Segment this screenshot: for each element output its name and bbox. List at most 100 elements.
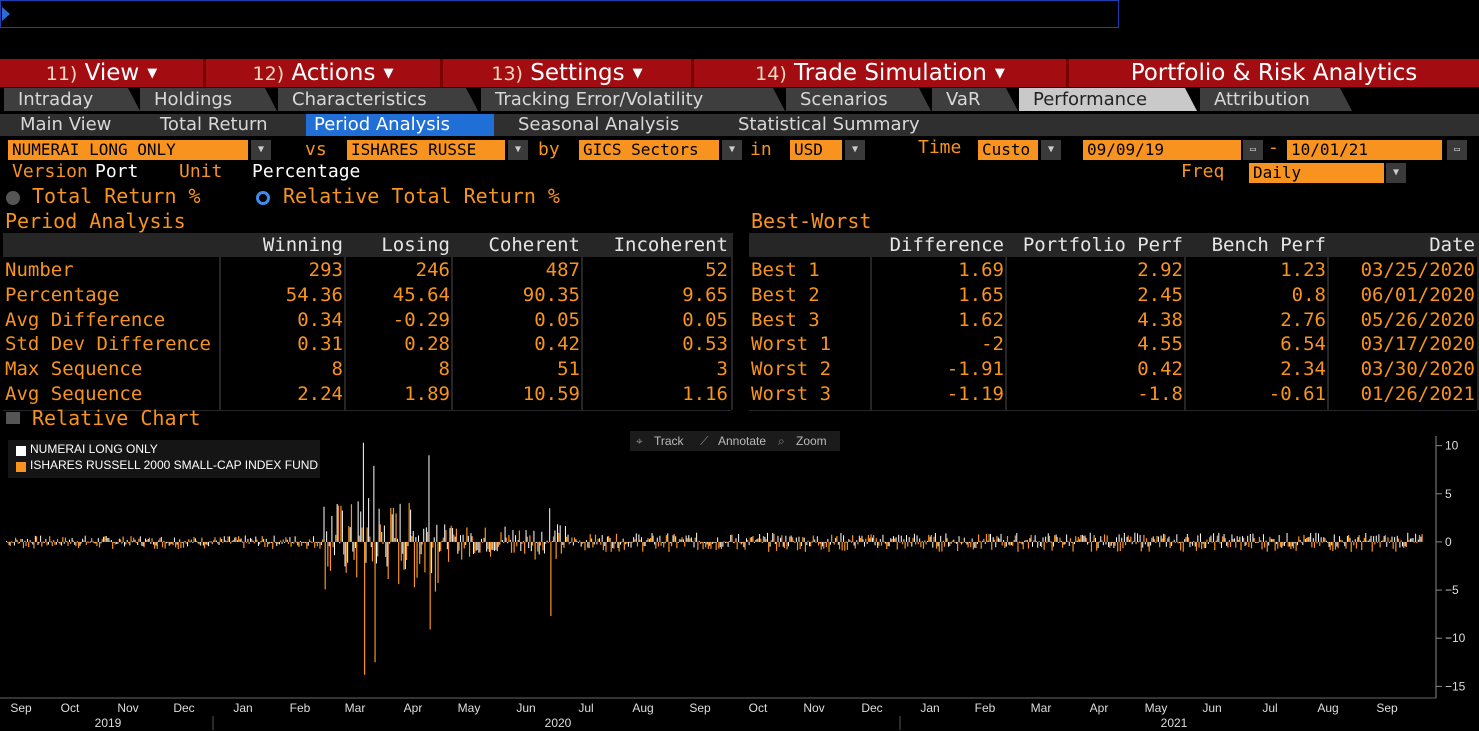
radio-total-return[interactable] [6,191,20,205]
bar-portfolio [16,540,17,542]
bar-portfolio [1205,542,1206,548]
tab-scenarios[interactable]: Scenarios [786,88,931,111]
bar-portfolio [596,542,597,544]
bar-portfolio [1087,542,1088,545]
start-date-field[interactable]: 09/09/19 [1083,140,1241,160]
bar-benchmark [779,542,780,547]
bar-benchmark [1314,542,1315,548]
bar-benchmark [674,534,675,542]
currency-select[interactable]: USD [790,140,842,160]
bar-benchmark [403,542,404,570]
menu-actions[interactable]: 12) Actions ▼ [206,59,440,87]
chart-tool-zoom[interactable]: Zoom [796,434,827,448]
bar-portfolio [358,501,359,542]
chevron-down-icon[interactable]: ▼ [1041,140,1061,160]
bar-benchmark [550,542,551,616]
bar-portfolio [510,540,511,542]
grouping-select[interactable]: GICS Sectors [579,140,719,160]
command-line[interactable] [0,0,1119,28]
bar-portfolio [1121,538,1122,542]
bar-portfolio [22,539,23,542]
tab-var[interactable]: VaR [932,88,1018,111]
pencil-icon[interactable]: ⟋ [700,434,708,449]
subtab-main-view[interactable]: Main View [12,114,144,136]
bar-portfolio [520,542,521,551]
bar-portfolio [1260,540,1261,542]
bar-portfolio [216,540,217,541]
time-mode-select[interactable]: Custo [978,140,1038,160]
radio-relative-return-label[interactable]: Relative Total Return % [283,186,560,206]
menu-settings[interactable]: 13) Settings ▼ [443,59,691,87]
unit-value[interactable]: Percentage [252,162,360,182]
chevron-down-icon[interactable]: ▼ [1386,163,1406,183]
collapse-icon[interactable] [6,412,20,424]
bar-benchmark [1107,535,1108,542]
calendar-icon[interactable]: ▭ [1447,140,1467,160]
bar-portfolio [79,542,80,546]
chevron-down-icon[interactable]: ▼ [508,140,528,160]
portfolio-select[interactable]: NUMERAI LONG ONLY [8,140,248,160]
bar-benchmark [78,542,79,548]
bar-portfolio [798,537,799,542]
freq-label: Freq [1181,162,1224,182]
bar-benchmark [540,542,541,546]
bar-portfolio [817,536,818,542]
bar-portfolio [785,536,786,542]
version-value[interactable]: Port [95,162,138,182]
tab-performance[interactable]: Performance [1019,88,1197,111]
freq-select[interactable]: Daily [1249,163,1384,183]
bar-benchmark [878,542,879,546]
bar-portfolio [1208,542,1209,544]
tab-holdings[interactable]: Holdings [140,88,277,111]
bar-portfolio [85,536,86,542]
bar-portfolio [951,542,952,544]
bar-benchmark [414,542,415,587]
bar-benchmark [1382,540,1383,542]
magnifier-icon[interactable]: ⌕ [778,434,785,449]
bar-benchmark [1269,537,1270,542]
menu-portfolio-risk-analytics[interactable]: Portfolio & Risk Analytics [1069,59,1479,87]
bar-benchmark [647,538,648,542]
chart-tool-track[interactable]: Track [654,434,684,448]
crosshair-icon[interactable]: ⌖ [636,434,643,449]
chart-tool-annotate[interactable]: Annotate [718,434,766,448]
bar-benchmark [1393,542,1394,549]
bar-benchmark [1002,542,1003,546]
bar-portfolio [1378,534,1379,542]
bar-portfolio [562,542,563,545]
bar-benchmark [1272,539,1273,542]
calendar-icon[interactable]: ▭ [1243,140,1263,160]
bar-benchmark [272,542,273,549]
bar-benchmark [960,542,961,543]
chevron-down-icon[interactable]: ▼ [845,140,865,160]
bar-portfolio [261,541,262,542]
radio-total-return-label[interactable]: Total Return % [32,186,201,206]
tab-intraday[interactable]: Intraday [4,88,140,111]
bar-benchmark [296,542,297,543]
radio-relative-return[interactable] [256,191,270,205]
bar-benchmark [180,542,181,548]
tab-attribution[interactable]: Attribution [1200,88,1352,111]
end-date-field[interactable]: 10/01/21 [1287,140,1442,160]
benchmark-select[interactable]: ISHARES RUSSE [347,140,505,160]
tab-characteristics[interactable]: Characteristics [278,88,478,111]
chevron-down-icon[interactable]: ▼ [251,140,271,160]
bar-benchmark [10,542,11,546]
menu-trade-simulation[interactable]: 14) Trade Simulation ▼ [694,59,1066,87]
menu-view[interactable]: 11) View ▼ [0,59,203,87]
bar-benchmark [500,532,501,542]
bar-benchmark [1301,542,1302,543]
bar-portfolio [258,542,259,546]
subtab-total-return[interactable]: Total Return [152,114,298,136]
bar-benchmark [1117,542,1118,552]
subtab-seasonal-analysis[interactable]: Seasonal Analysis [510,114,728,136]
chevron-down-icon[interactable]: ▼ [722,140,742,160]
bar-benchmark [556,542,557,559]
bar-benchmark [1196,542,1197,551]
subtab-period-analysis[interactable]: Period Analysis [306,114,494,136]
tab-tracking-error-volatility[interactable]: Tracking Error/Volatility [481,88,785,111]
bar-benchmark [228,536,229,541]
subtab-statistical-summary[interactable]: Statistical Summary [730,114,960,136]
bar-portfolio [1268,542,1269,546]
bar-portfolio [190,541,191,542]
